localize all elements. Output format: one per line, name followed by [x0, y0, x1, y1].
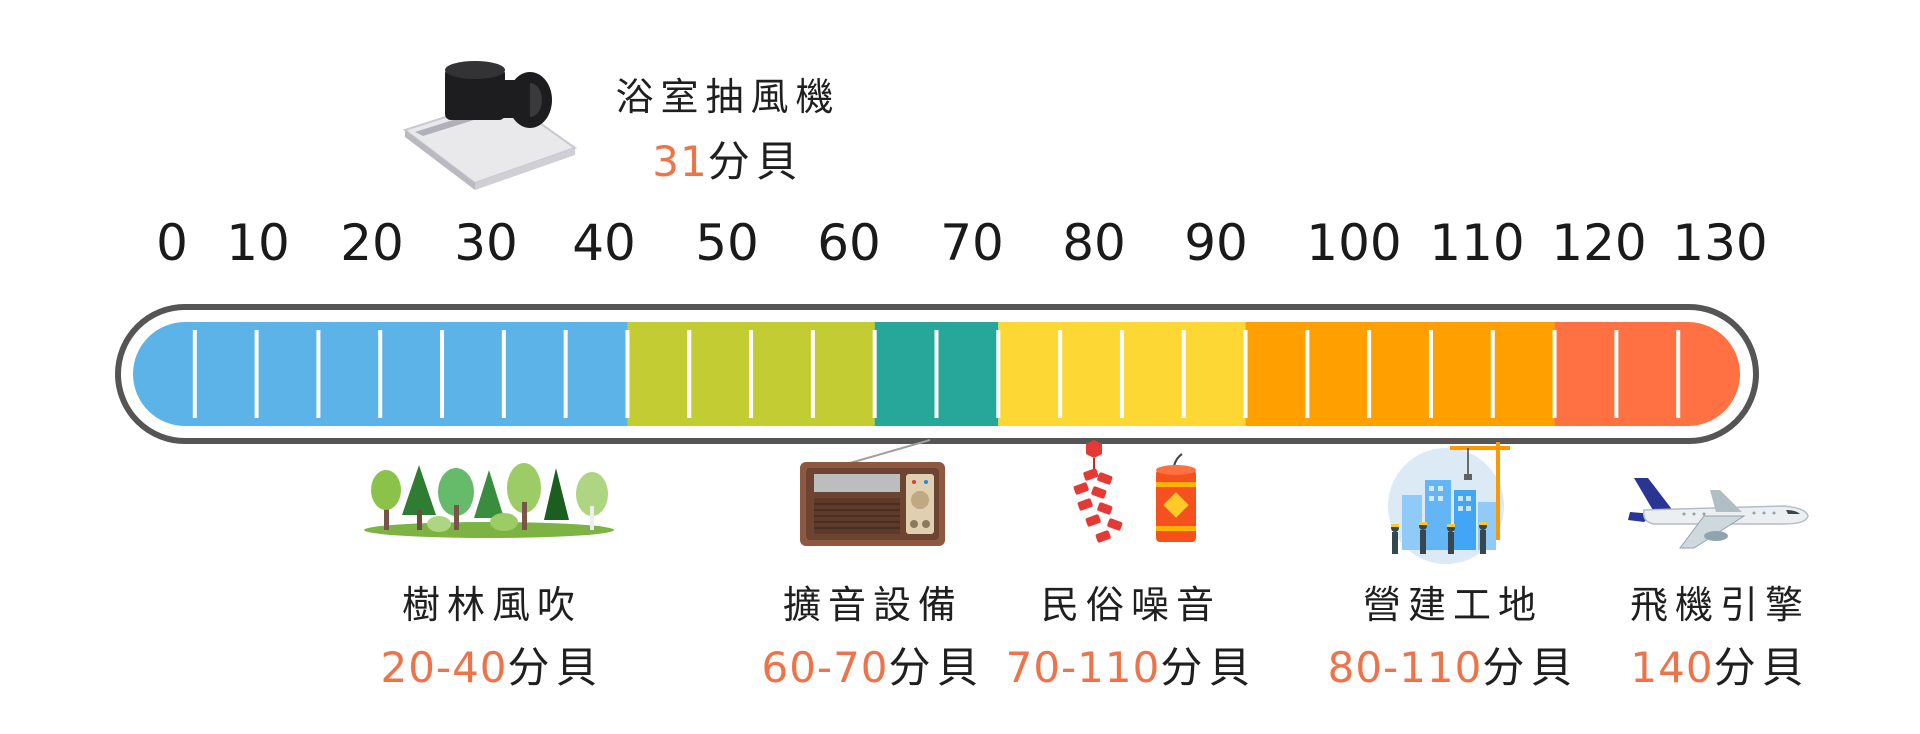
featured-value: 31分貝 — [652, 128, 803, 189]
decibel-band-2 — [874, 322, 999, 426]
item-value-number: 60-70 — [761, 643, 889, 692]
scale-tick-90: 90 — [1184, 214, 1248, 272]
scale-tick-50: 50 — [695, 214, 759, 272]
construction-site-icon — [1380, 440, 1520, 565]
exhaust-fan-icon — [400, 58, 580, 190]
scale-tick-110: 110 — [1429, 214, 1525, 272]
airplane-icon — [1624, 472, 1814, 552]
item-value-construction: 80-110分貝 — [1328, 634, 1579, 695]
item-value-unit: 分貝 — [1713, 643, 1810, 692]
item-value-forest: 20-40分貝 — [380, 634, 603, 695]
scale-tick-60: 60 — [817, 214, 881, 272]
item-value-unit: 分貝 — [1482, 643, 1579, 692]
item-name-forest: 樹林風吹 — [401, 583, 583, 627]
item-value-radio: 60-70分貝 — [761, 634, 984, 695]
item-value-number: 140 — [1630, 643, 1714, 692]
decibel-bar-frame — [115, 304, 1759, 444]
scale-tick-130: 130 — [1672, 214, 1768, 272]
scale-tick-70: 70 — [940, 214, 1004, 272]
scale-tick-40: 40 — [572, 214, 636, 272]
scale-tick-30: 30 — [454, 214, 518, 272]
scale-tick-80: 80 — [1062, 214, 1126, 272]
featured-value-unit: 分貝 — [707, 137, 804, 186]
radio-icon — [800, 438, 945, 548]
featured-name: 浴室抽風機 — [615, 75, 841, 119]
decibel-band-4 — [1245, 322, 1555, 426]
scale-tick-100: 100 — [1306, 214, 1402, 272]
item-name-radio: 擴音設備 — [782, 583, 964, 627]
forest-icon — [364, 460, 614, 538]
decibel-band-3 — [998, 322, 1246, 426]
firecracker-icon — [1064, 440, 1206, 552]
featured-value-number: 31 — [652, 137, 708, 186]
item-value-unit: 分貝 — [507, 643, 604, 692]
scale-tick-120: 120 — [1551, 214, 1647, 272]
decibel-band-5 — [1554, 322, 1740, 426]
decibel-band-0 — [133, 322, 628, 426]
item-name-airplane: 飛機引擎 — [1629, 583, 1811, 627]
item-value-unit: 分貝 — [888, 643, 985, 692]
item-value-number: 80-110 — [1327, 643, 1483, 692]
item-name-firecracker: 民俗噪音 — [1040, 583, 1222, 627]
decibel-band-1 — [627, 322, 875, 426]
item-value-firecracker: 70-110分貝 — [1006, 634, 1257, 695]
item-value-unit: 分貝 — [1160, 643, 1257, 692]
scale-tick-20: 20 — [340, 214, 404, 272]
scale-tick-10: 10 — [226, 214, 290, 272]
scale-tick-0: 0 — [156, 214, 188, 272]
item-name-construction: 營建工地 — [1362, 583, 1544, 627]
item-value-number: 20-40 — [380, 643, 508, 692]
item-value-airplane: 140分貝 — [1630, 634, 1809, 695]
item-value-number: 70-110 — [1005, 643, 1161, 692]
